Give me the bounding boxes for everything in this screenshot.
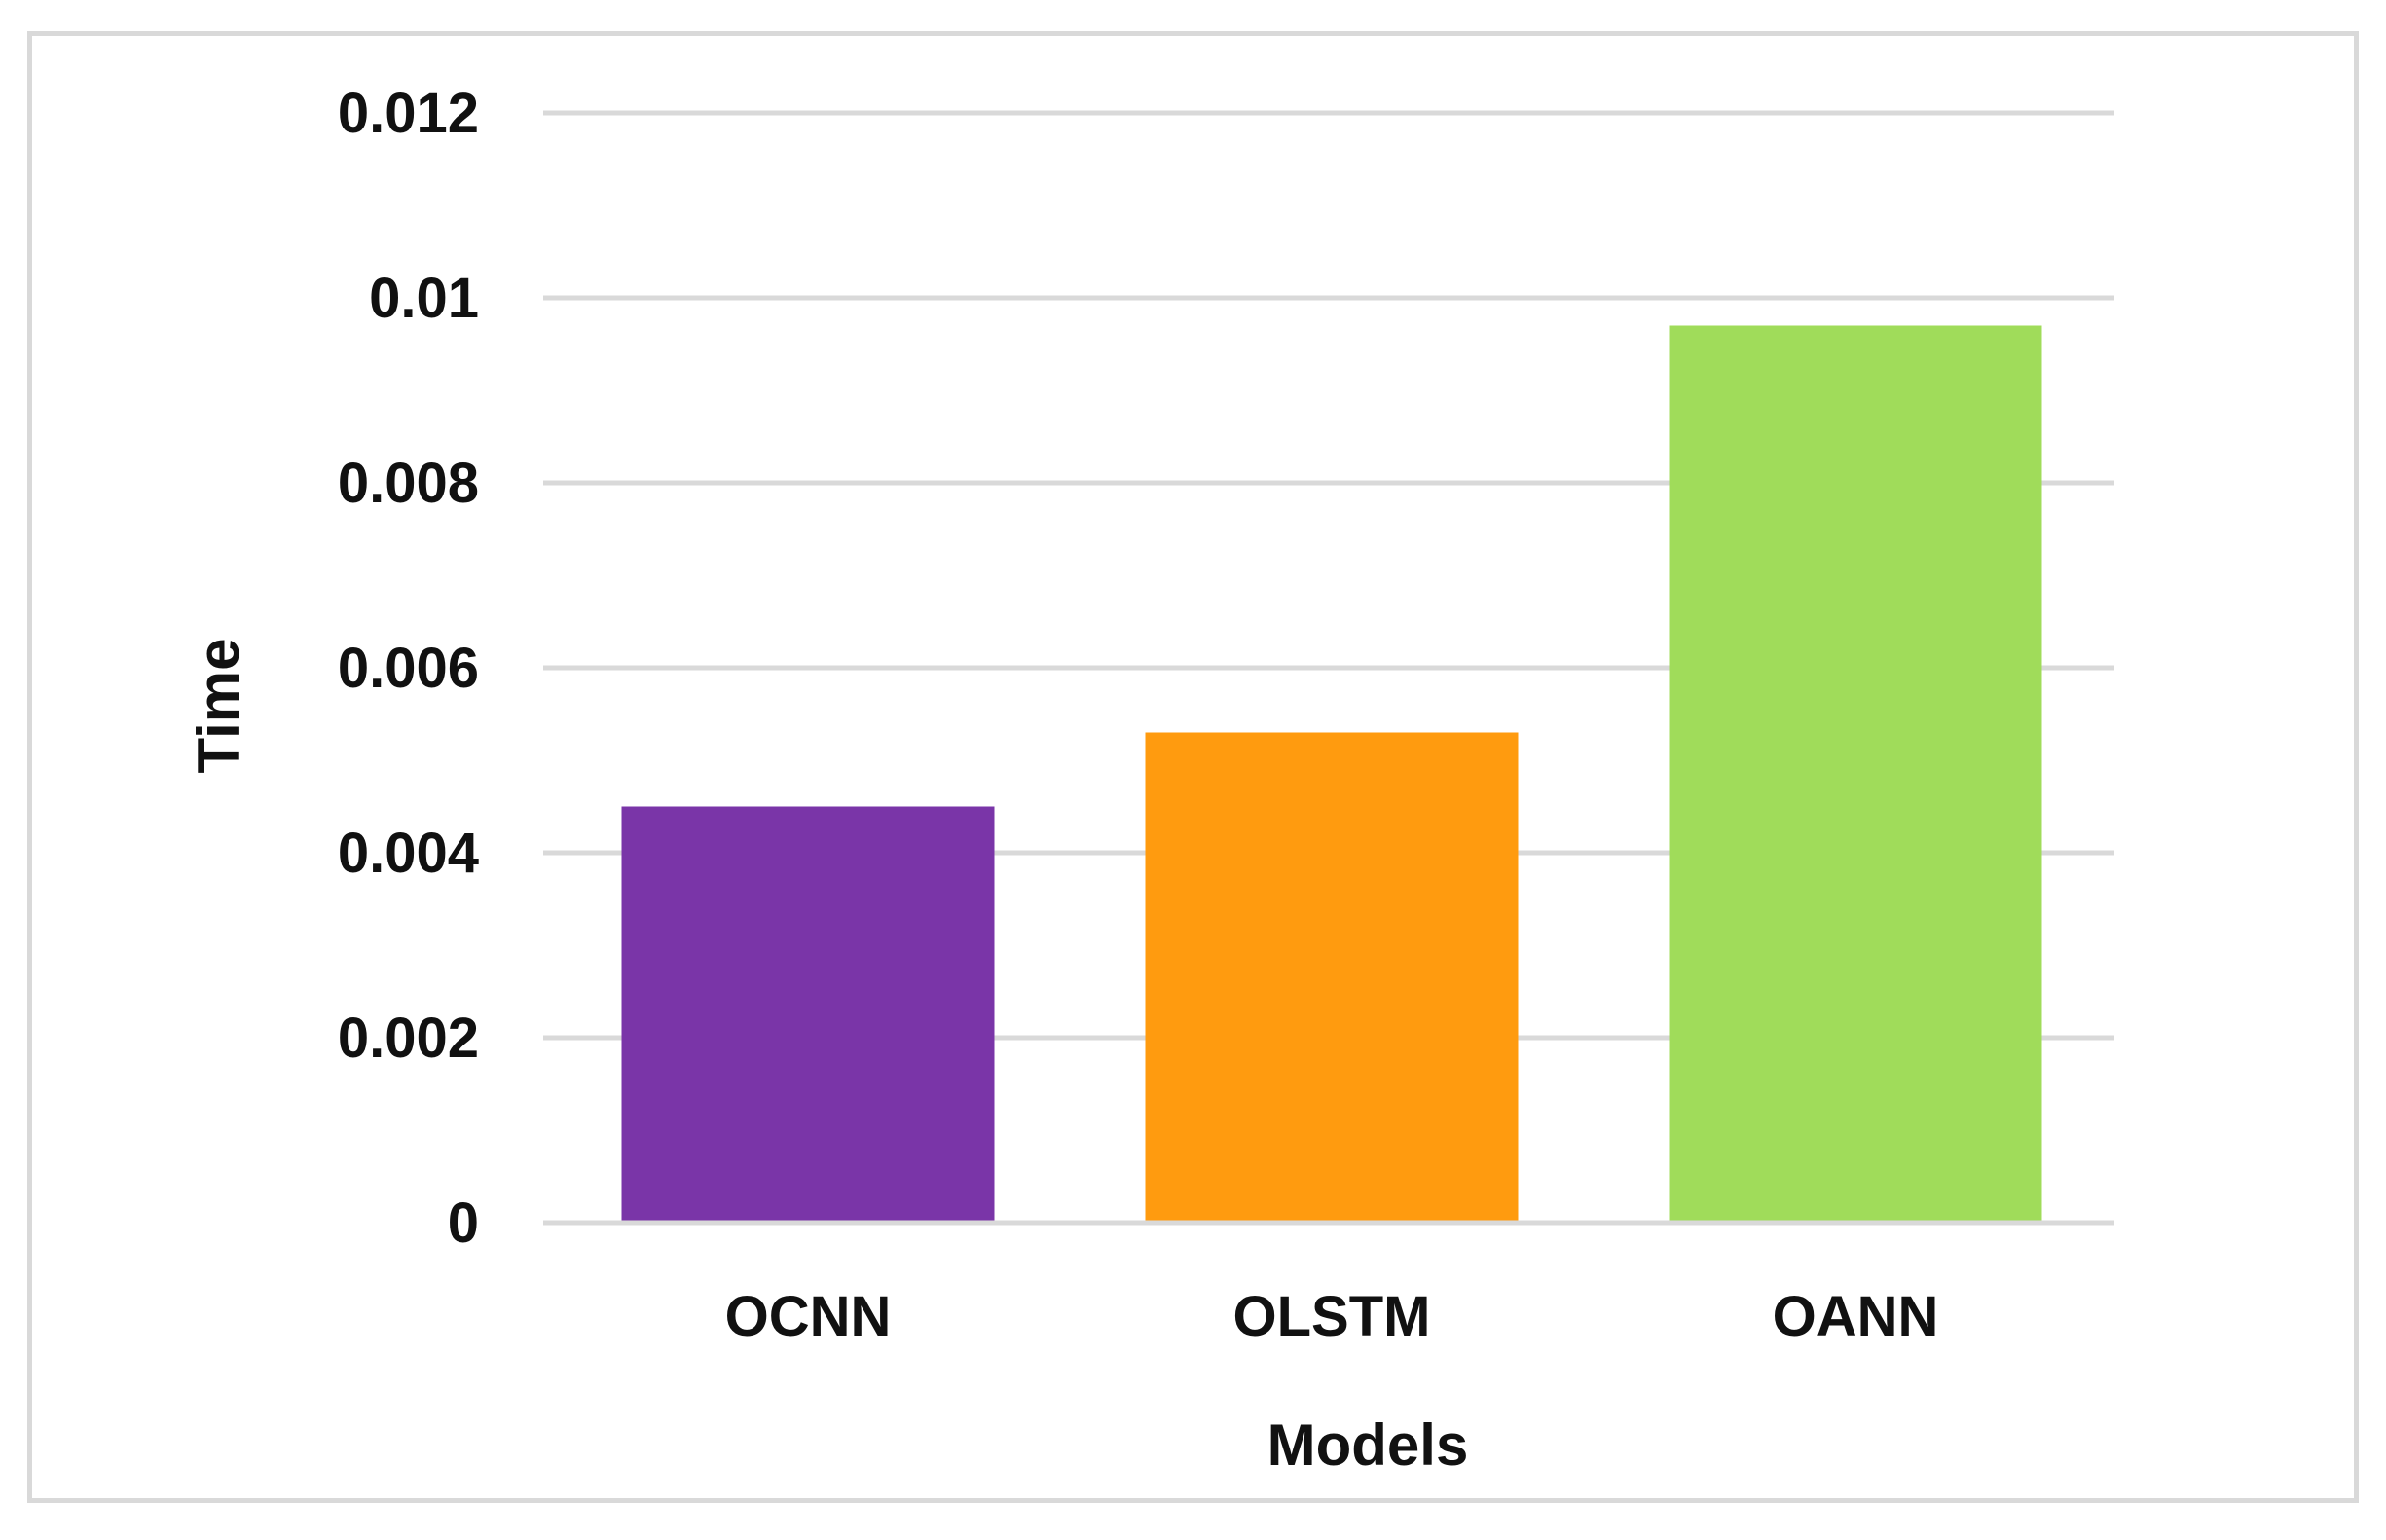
bars bbox=[543, 325, 2114, 1226]
x-tick-label: OLSTM bbox=[1233, 1285, 1431, 1348]
bar-oann bbox=[1669, 325, 2042, 1223]
y-tick-label: 0.01 bbox=[369, 267, 479, 330]
y-tick-labels: 0 0.002 0.004 0.006 0.008 0.01 0.012 bbox=[338, 82, 479, 1255]
y-tick-label: 0.002 bbox=[338, 1007, 479, 1070]
y-axis-title: Time bbox=[186, 639, 251, 774]
bar-ocnn bbox=[621, 806, 995, 1223]
x-tick-label: OANN bbox=[1773, 1285, 1939, 1348]
x-tick-label: OCNN bbox=[725, 1285, 892, 1348]
y-tick-label: 0.006 bbox=[338, 637, 479, 700]
bar-olstm bbox=[1145, 732, 1519, 1223]
y-tick-label: 0.012 bbox=[338, 82, 479, 145]
x-axis-title: Models bbox=[1267, 1412, 1469, 1478]
y-tick-label: 0.004 bbox=[338, 822, 479, 885]
y-tick-label: 0 bbox=[448, 1192, 479, 1255]
y-tick-label: 0.008 bbox=[338, 452, 479, 515]
x-tick-labels: OCNN OLSTM OANN bbox=[725, 1285, 1939, 1348]
